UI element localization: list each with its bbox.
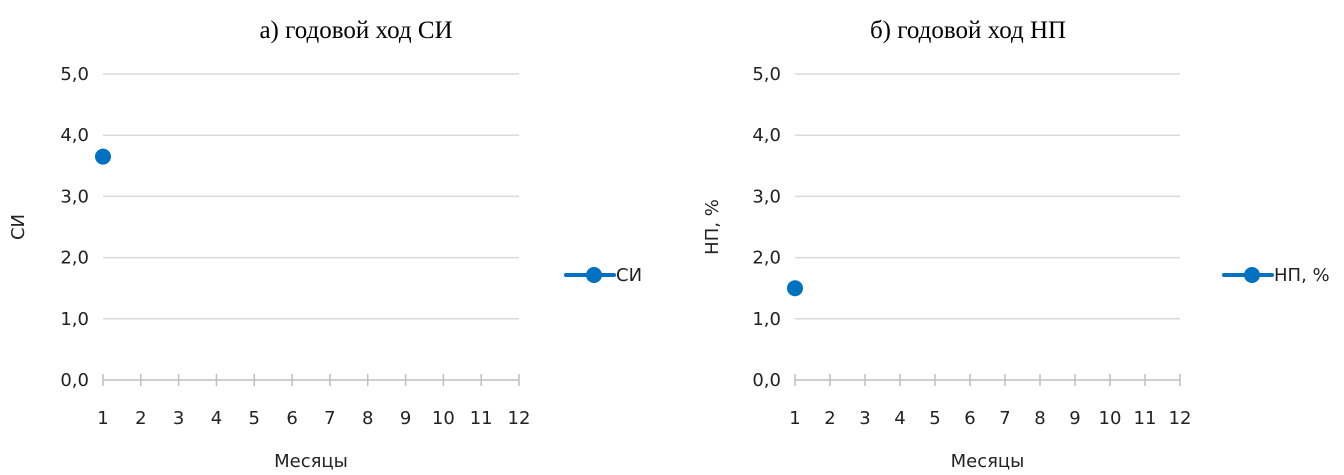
legend-label: НП, % xyxy=(1274,265,1330,286)
x-tick-label: 12 xyxy=(508,408,531,429)
y-tick-label: 0,0 xyxy=(752,370,781,391)
x-tick-label: 9 xyxy=(400,408,411,429)
x-tick-label: 1 xyxy=(97,408,108,429)
x-tick-label: 6 xyxy=(286,408,297,429)
x-tick-label: 8 xyxy=(362,408,373,429)
x-axis-label: Месяцы xyxy=(951,451,1025,472)
y-tick-label: 1,0 xyxy=(60,309,89,330)
y-tick-label: 4,0 xyxy=(60,125,89,146)
y-tick-label: 5,0 xyxy=(752,64,781,85)
x-tick-label: 3 xyxy=(173,408,184,429)
x-tick-label: 4 xyxy=(211,408,222,429)
y-axis-label: СИ xyxy=(8,214,29,240)
x-axis-label: Месяцы xyxy=(274,451,348,472)
legend-marker xyxy=(1244,267,1260,283)
x-tick-label: 11 xyxy=(1134,408,1157,429)
legend-marker xyxy=(586,267,602,283)
data-point xyxy=(95,148,111,165)
x-tick-label: 4 xyxy=(894,408,905,429)
x-tick-label: 11 xyxy=(470,408,493,429)
x-tick-label: 6 xyxy=(964,408,975,429)
y-tick-label: 5,0 xyxy=(60,64,89,85)
y-tick-label: 4,0 xyxy=(752,125,781,146)
x-tick-label: 10 xyxy=(432,408,455,429)
chart-title: а) годовой ход СИ xyxy=(259,17,452,44)
y-axis-label: НП, % xyxy=(702,199,723,255)
chart-1: а) годовой ход СИ0,01,02,03,04,05,01 2 3 4 5… xyxy=(8,17,642,472)
x-tick-label: 3 xyxy=(859,408,870,429)
x-tick-label: 12 xyxy=(1169,408,1192,429)
y-tick-label: 2,0 xyxy=(752,248,781,269)
x-tick-label: 5 xyxy=(249,408,260,429)
x-tick-label: 1 xyxy=(789,408,800,429)
x-tick-label: 8 xyxy=(1034,408,1045,429)
y-tick-label: 3,0 xyxy=(752,186,781,207)
x-tick-label: 7 xyxy=(999,408,1010,429)
x-tick-label: 7 xyxy=(324,408,335,429)
x-tick-label: 10 xyxy=(1099,408,1122,429)
x-tick-label: 2 xyxy=(824,408,835,429)
y-tick-label: 1,0 xyxy=(752,309,781,330)
y-tick-label: 0,0 xyxy=(60,370,89,391)
x-tick-label: 5 xyxy=(929,408,940,429)
data-point xyxy=(787,280,803,297)
y-tick-label: 3,0 xyxy=(60,186,89,207)
chart-title: б) годовой ход НП xyxy=(870,17,1066,44)
x-tick-label: 2 xyxy=(135,408,146,429)
y-tick-label: 2,0 xyxy=(60,248,89,269)
chart-2: б) годовой ход НП0,01,02,03,04,05,01 2 3 4 5… xyxy=(702,17,1330,472)
legend-label: СИ xyxy=(616,265,642,286)
x-tick-label: 9 xyxy=(1069,408,1080,429)
